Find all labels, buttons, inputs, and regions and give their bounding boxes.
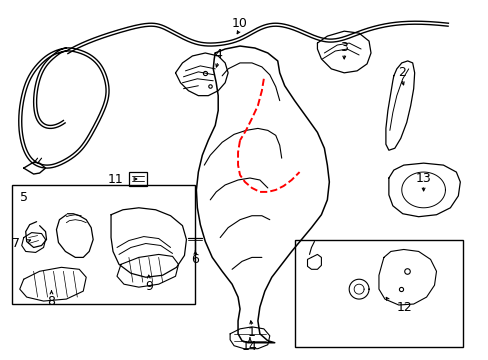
Text: 4: 4 [214, 49, 222, 62]
Text: 11: 11 [107, 172, 122, 185]
Text: 14: 14 [242, 340, 257, 353]
Text: 3: 3 [340, 41, 347, 54]
Text: 2: 2 [397, 66, 405, 79]
Bar [129, 172, 146, 186]
Text: 8: 8 [47, 294, 55, 307]
Text: 10: 10 [232, 17, 247, 30]
Bar [12, 185, 195, 304]
Bar [294, 239, 462, 347]
Text: 13: 13 [415, 171, 430, 185]
Text: 12: 12 [396, 301, 412, 314]
Text: 6: 6 [191, 253, 199, 266]
Text: 9: 9 [144, 280, 152, 293]
Text: 1: 1 [247, 326, 255, 339]
Text: 7: 7 [12, 237, 20, 250]
Text: 5: 5 [20, 192, 28, 204]
